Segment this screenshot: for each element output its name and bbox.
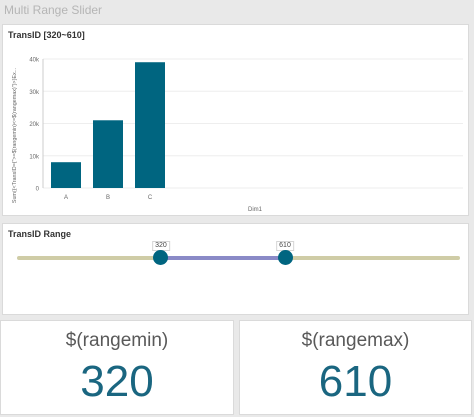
x-tick-label: A [64,195,68,201]
y-tick-label: 40k [29,58,40,64]
chart-title: TransID [320~610] [8,30,85,40]
y-tick-label: 20k [29,122,40,128]
range-slider-track[interactable] [17,256,460,260]
y-tick-label: 0 [36,187,40,193]
range-slider-card: TransID Range 320 610 [2,223,469,315]
app-title-bar: Multi Range Slider [0,0,474,22]
bar-chart: 0 10k 20k 30k 40k A B C Dim1 Sum({<TransID={">=$(… [12,58,463,213]
kpi-rangemin-value: 320 [80,357,154,406]
y-tick-label: 30k [29,90,40,96]
app-title: Multi Range Slider [4,3,103,17]
bar-chart-card[interactable]: 0 10k 20k 30k 40k A B C Dim1 Sum({<TransID={">=$(… [2,24,469,216]
x-axis-title: Dim1 [248,207,263,213]
kpi-rangemax-label: $(rangemax) [301,330,410,351]
kpi-rangemin[interactable]: $(rangemin) 320 [0,320,234,415]
y-tick-label: 10k [29,154,40,160]
range-slider-selected-fill [160,256,285,260]
kpi-rangemax[interactable]: $(rangemax) 610 [239,320,472,415]
range-max-handle[interactable] [277,250,293,265]
bar-a[interactable] [51,162,81,188]
x-tick-label: C [148,195,153,201]
x-tick-label: B [106,195,110,201]
kpi-rangemin-label: $(rangemin) [65,330,169,351]
bar-c[interactable] [135,62,165,188]
y-axis-title: Sum({<TransID={">=$(rangemin)<=$(rangema… [12,68,18,203]
range-slider-title: TransID Range [8,229,72,239]
kpi-rangemax-value: 610 [318,357,393,406]
range-min-handle[interactable] [153,250,169,265]
bar-b[interactable] [93,120,123,188]
